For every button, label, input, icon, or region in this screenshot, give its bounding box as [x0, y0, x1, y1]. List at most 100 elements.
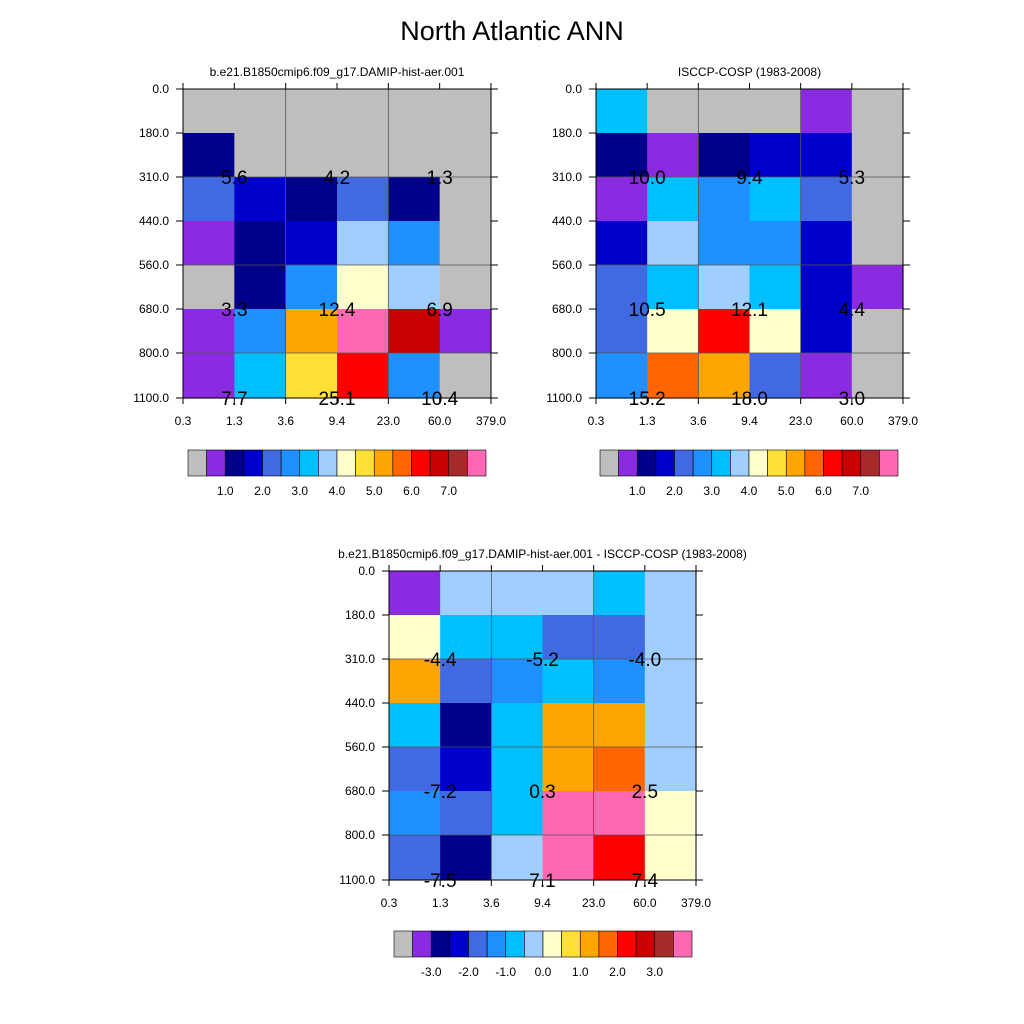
colorbar-label: 7.0	[440, 484, 457, 498]
heatmap-cell	[647, 89, 699, 134]
colorbar-swatch	[262, 449, 282, 477]
x-tick-label: 60.0	[428, 414, 452, 428]
heatmap-cell	[593, 571, 646, 616]
colorbar-label: 7.0	[852, 484, 869, 498]
heatmap-cell	[851, 221, 904, 266]
heatmap-cell	[439, 353, 492, 399]
colorbar-swatch	[599, 449, 619, 477]
heatmap-cell	[749, 89, 802, 134]
colorbar-swatch	[674, 449, 694, 477]
cell-value-label: -7.2	[424, 782, 457, 803]
cell-value-label: 15.2	[629, 389, 666, 410]
colorbar-swatch	[206, 449, 226, 477]
y-tick-label: 310.0	[552, 170, 582, 184]
cell-value-label: 5.6	[221, 168, 247, 189]
heatmap-cell	[647, 221, 699, 266]
heatmap-cell	[234, 89, 287, 134]
cell-value-label: 7.1	[529, 871, 555, 892]
heatmap-cell	[388, 309, 441, 354]
y-tick-label: 310.0	[345, 652, 375, 666]
heatmap-cell	[491, 703, 544, 748]
x-tick-label: 0.3	[588, 414, 605, 428]
heatmap-cell	[389, 659, 441, 704]
heatmap-cell	[593, 703, 646, 748]
colorbar-label: -3.0	[421, 965, 442, 979]
colorbar-swatch	[486, 930, 507, 958]
y-tick-label: 800.0	[139, 346, 169, 360]
colorbar-swatch	[654, 930, 674, 958]
x-tick-label: 1.3	[226, 414, 243, 428]
heatmap-cell	[851, 353, 904, 399]
colorbar-swatch	[430, 930, 451, 958]
heatmap-cell	[647, 177, 699, 222]
colorbar-label: 3.0	[703, 484, 720, 498]
heatmap-cell	[285, 177, 338, 222]
x-tick-label: 0.3	[175, 414, 192, 428]
colorbar-label: 5.0	[778, 484, 795, 498]
cell-value-label: 18.0	[731, 389, 768, 410]
x-tick-label: 0.3	[381, 896, 398, 910]
colorbar-swatch	[655, 449, 675, 477]
colorbar-label: 4.0	[329, 484, 346, 498]
heatmap-cell	[749, 177, 802, 222]
cell-value-label: 3.3	[221, 300, 247, 321]
heatmap-cell	[749, 309, 802, 354]
colorbar-swatch	[617, 930, 637, 958]
colorbar-swatch	[224, 449, 245, 477]
cell-value-label: 4.4	[839, 300, 866, 321]
heatmap-cell	[593, 659, 646, 704]
heatmap-cell	[285, 89, 338, 134]
colorbar-label: 2.0	[254, 484, 271, 498]
heatmap-panel-3: b.e21.B1850cmip6.f09_g17.DAMIP-hist-aer.…	[338, 547, 747, 979]
colorbar-swatch	[730, 449, 750, 477]
heatmap-panel-1: b.e21.B1850cmip6.f09_g17.DAMIP-hist-aer.…	[133, 65, 506, 498]
cell-value-label: 7.4	[632, 871, 659, 892]
colorbar-swatch	[187, 449, 207, 477]
cell-value-label: 25.1	[319, 389, 356, 410]
heatmap-cell	[644, 703, 697, 748]
x-tick-label: 60.0	[840, 414, 864, 428]
y-tick-label: 440.0	[552, 214, 582, 228]
heatmap-cell	[596, 177, 648, 222]
y-tick-label: 680.0	[552, 302, 582, 316]
cell-value-label: 5.3	[839, 168, 865, 189]
colorbar-swatch	[711, 449, 731, 477]
colorbar-swatch	[598, 930, 618, 958]
x-tick-label: 1.3	[639, 414, 656, 428]
colorbar-swatch	[280, 449, 301, 477]
colorbar-swatch	[243, 449, 263, 477]
heatmap-cell	[593, 747, 646, 792]
cell-value-label: 0.3	[529, 782, 555, 803]
colorbar-label: 2.0	[666, 484, 683, 498]
colorbar-swatch	[804, 449, 824, 477]
x-tick-label: 3.6	[277, 414, 294, 428]
heatmap-cell	[698, 221, 751, 266]
colorbar-swatch	[467, 449, 487, 477]
y-tick-label: 0.0	[565, 82, 582, 96]
x-tick-label: 379.0	[888, 414, 918, 428]
heatmap-cell	[440, 615, 492, 660]
heatmap-cell	[593, 615, 646, 660]
y-tick-label: 1100.0	[133, 391, 169, 405]
heatmap-cell	[337, 353, 389, 399]
y-tick-label: 560.0	[139, 258, 169, 272]
heatmap-cell	[389, 615, 441, 660]
heatmap-cell	[644, 659, 697, 704]
heatmap-cell	[800, 221, 853, 266]
cell-value-label: 2.5	[632, 782, 658, 803]
figure-title: North Atlantic ANN	[400, 16, 624, 46]
colorbar: 1.0 2.0 3.0 4.0 5.0 6.0 7.0	[187, 449, 487, 498]
heatmap-cell	[234, 177, 287, 222]
heatmap-cell	[183, 265, 235, 310]
colorbar-swatch	[468, 930, 488, 958]
heatmap-cell	[698, 177, 751, 222]
cell-value-label: 1.3	[426, 168, 452, 189]
heatmap-cell	[647, 133, 699, 178]
heatmap-cell	[439, 221, 492, 266]
y-tick-label: 1100.0	[339, 873, 375, 887]
colorbar-swatch	[841, 449, 862, 477]
x-tick-label: 3.6	[690, 414, 707, 428]
heatmap-panel-2: ISCCP-COSP (1983-2008) 0.3 1.3 3.6 9.4 23.0 60…	[546, 65, 918, 498]
heatmap-cell	[596, 133, 648, 178]
heatmap-cell	[440, 791, 492, 836]
